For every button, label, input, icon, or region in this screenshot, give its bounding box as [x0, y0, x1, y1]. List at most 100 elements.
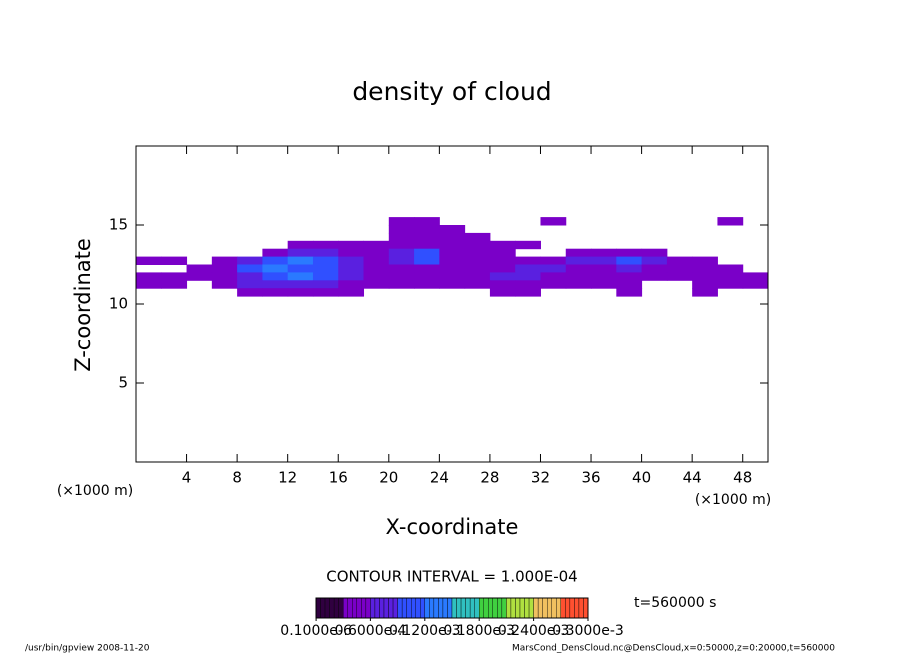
contour-cell: [312, 264, 339, 273]
x-axis-label: X-coordinate: [386, 515, 519, 539]
colorbar-band: [392, 597, 398, 619]
colorbar-band: [329, 597, 335, 619]
contour-cell: [414, 256, 440, 265]
contour-cell: [616, 272, 643, 281]
contour-cell: [717, 264, 744, 273]
plot-frame: [135, 145, 769, 463]
colorbar-band: [488, 597, 493, 619]
contour-cell: [616, 264, 643, 273]
x-tick-label: 32: [531, 469, 550, 487]
contour-cell: [464, 272, 491, 281]
contour-cell: [414, 280, 440, 289]
colorbar-band: [352, 597, 357, 619]
y-tick-label: 5: [118, 374, 128, 392]
contour-cell: [363, 280, 390, 289]
contour-cell: [641, 256, 668, 265]
contour-cell: [742, 280, 769, 289]
colorbar-band: [492, 597, 498, 619]
colorbar-tick-label: 0.6000e-4: [335, 623, 407, 639]
colorbar-band: [578, 597, 584, 619]
colorbar-band: [465, 597, 471, 619]
contour-cell: [717, 272, 744, 281]
contour-cell: [338, 248, 365, 258]
contour-cell: [237, 264, 263, 273]
contour-cell: [312, 256, 339, 265]
footer-left: /usr/bin/gpview 2008-11-20: [25, 644, 150, 654]
colorbar-band: [474, 597, 480, 619]
contour-cell: [312, 240, 339, 250]
contour-cell: [312, 272, 339, 281]
contour-cell: [489, 256, 516, 265]
contour-cell: [565, 280, 592, 289]
contour-cell: [237, 272, 263, 281]
contour-cell: [388, 240, 415, 250]
contour-cell: [666, 272, 693, 281]
contour-cell: [388, 256, 415, 265]
colorbar-band: [469, 597, 475, 619]
colorbar-band: [429, 597, 435, 619]
contour-cell: [237, 256, 263, 265]
colorbar-band: [438, 597, 444, 619]
colorbar-band: [415, 597, 421, 619]
colorbar-band: [333, 597, 339, 619]
contour-cell: [742, 272, 769, 281]
x-tick-label: 12: [278, 469, 297, 487]
contour-cell: [439, 240, 466, 250]
contour-cell: [666, 264, 693, 273]
contour-cell: [591, 264, 617, 273]
colorbar-band: [347, 597, 353, 619]
contour-cell: [515, 280, 541, 289]
contour-cell: [489, 288, 516, 297]
contour-cell: [540, 264, 567, 273]
contour-cell: [161, 272, 188, 281]
colorbar-band: [537, 597, 543, 619]
contour-cell: [262, 280, 289, 289]
contour-cell: [515, 272, 541, 281]
contour-cell: [414, 232, 440, 242]
contour-cell: [464, 264, 491, 273]
colorbar-band: [515, 597, 521, 619]
colorbar-band: [361, 597, 367, 619]
contour-cell: [489, 240, 516, 250]
contour-cell: [515, 264, 541, 273]
contour-cell: [262, 256, 289, 265]
contour-cell: [489, 264, 516, 273]
contour-cell: [287, 256, 314, 265]
contour-cell: [338, 272, 365, 281]
colorbar-band: [424, 597, 430, 619]
contour-cell: [540, 217, 567, 226]
x-tick-label: 40: [632, 469, 651, 487]
contour-cell: [211, 280, 238, 289]
colorbar-band: [456, 597, 462, 619]
contour-cell: [287, 280, 314, 289]
contour-cell: [565, 256, 592, 265]
contour-cell: [338, 256, 365, 265]
colorbar-band: [447, 597, 453, 619]
x-tick-label: 28: [480, 469, 499, 487]
x-tick-label: 4: [182, 469, 192, 487]
colorbar-band: [533, 597, 539, 619]
contour-cell: [692, 288, 718, 297]
colorbar-band: [379, 597, 385, 619]
contour-cell: [717, 217, 744, 226]
contour-cell: [439, 225, 466, 234]
contour-cell: [540, 256, 567, 265]
contour-cell: [363, 272, 390, 281]
colorbar-band: [460, 597, 466, 619]
contour-cell: [414, 264, 440, 273]
colorbar-band: [506, 597, 512, 619]
x-tick-label: 36: [581, 469, 600, 487]
contour-cell: [489, 280, 516, 289]
x-tick-label: 24: [430, 469, 449, 487]
contour-cell: [136, 280, 162, 289]
contour-cell: [338, 288, 365, 297]
colorbar-band: [315, 597, 321, 619]
contour-cell: [161, 280, 188, 289]
contour-cell: [591, 280, 617, 289]
contour-cell: [414, 217, 440, 226]
colorbar-tick-label: 0.1200e-3: [389, 623, 461, 639]
colorbar-band: [451, 597, 457, 619]
contour-cell: [287, 248, 314, 258]
contour-cell: [414, 240, 440, 250]
contour-cell: [262, 264, 289, 273]
